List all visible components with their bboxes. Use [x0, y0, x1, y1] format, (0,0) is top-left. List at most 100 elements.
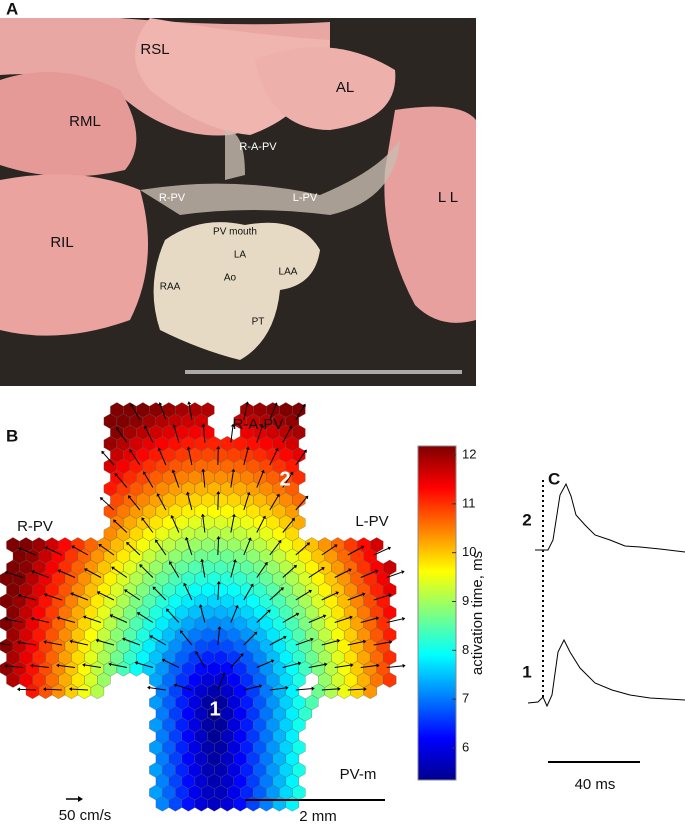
conduction-vector: [130, 451, 141, 466]
map-label: PV-m: [340, 766, 377, 783]
conduction-vector: [170, 563, 180, 578]
conduction-vector-head: [69, 639, 73, 644]
conduction-vector: [295, 497, 307, 511]
photo-label: RAA: [160, 282, 181, 293]
conduction-vector: [164, 659, 180, 668]
conduction-vector-head: [201, 468, 206, 472]
conduction-vector-head: [274, 447, 279, 452]
conduction-vector: [33, 571, 50, 578]
conduction-vector: [20, 641, 37, 646]
conduction-vector-head: [335, 591, 339, 596]
conduction-vector: [217, 629, 220, 646]
conduction-vector-head: [171, 469, 176, 474]
conduction-vector-head: [234, 604, 239, 609]
conduction-vector: [71, 688, 88, 691]
conduction-vector: [243, 449, 249, 466]
conduction-vector-head: [161, 658, 166, 663]
conduction-vector-head: [71, 545, 75, 549]
conduction-vector-head: [43, 640, 47, 645]
conduction-vector: [173, 472, 180, 488]
conduction-vector-head: [216, 491, 221, 495]
conduction-vector: [60, 570, 76, 578]
conduction-vector-head: [201, 423, 206, 427]
conduction-vector-head: [185, 536, 189, 541]
conduction-vector: [243, 539, 251, 556]
conduction-vector-head: [322, 614, 327, 619]
conduction-vector: [321, 640, 338, 646]
conduction-vector: [347, 688, 364, 691]
conduction-vector-head: [139, 564, 143, 568]
conduction-vector: [157, 495, 167, 511]
conduction-vector-head: [136, 612, 141, 616]
conduction-vector: [217, 538, 219, 556]
conduction-vector: [373, 641, 390, 646]
conduction-vector: [282, 428, 291, 443]
conduction-vector: [373, 594, 390, 601]
photo-label: L-PV: [293, 192, 318, 204]
conduction-vector-head: [96, 591, 101, 595]
conduction-vector: [347, 641, 364, 646]
conduction-vector-head: [17, 640, 21, 645]
photo-label: RSL: [140, 41, 169, 58]
conduction-vector: [173, 426, 180, 443]
conduction-vector: [217, 674, 225, 691]
conduction-vector-head: [187, 401, 192, 405]
conduction-vector-head: [156, 493, 161, 497]
conduction-vector-head: [247, 537, 252, 541]
conduction-vector-head: [283, 635, 287, 640]
conduction-vector-head: [246, 491, 251, 496]
conduction-vector-head: [4, 617, 8, 622]
conduction-vector: [111, 663, 128, 668]
photo-label: LAA: [279, 267, 298, 278]
photo-label: Ao: [224, 273, 237, 284]
trace-label: 1: [522, 662, 531, 681]
conduction-vector-head: [129, 449, 133, 453]
conduction-vector: [139, 613, 154, 623]
conduction-vector: [59, 617, 76, 623]
conduction-vector: [86, 569, 102, 578]
conduction-vector-head: [360, 545, 365, 550]
conduction-vector: [72, 641, 89, 646]
conduction-vector-head: [324, 662, 328, 667]
conduction-vector-head: [401, 616, 406, 621]
conduction-vector-head: [183, 582, 187, 587]
conduction-vector: [386, 665, 403, 668]
conduction-vector-head: [350, 663, 354, 668]
conduction-vector-head: [70, 592, 74, 597]
conduction-vector: [269, 450, 278, 466]
conduction-vector: [186, 539, 193, 556]
conduction-vector-head: [82, 615, 87, 620]
conduction-vector-head: [4, 664, 8, 669]
conduction-vector-head: [43, 593, 48, 597]
conduction-vector: [142, 519, 154, 533]
conduction-vector-head: [258, 684, 263, 689]
photo-label: LA: [234, 250, 247, 261]
conduction-vector: [243, 633, 256, 646]
conduction-vector-head: [95, 638, 100, 643]
conduction-vector-head: [216, 446, 221, 450]
conduction-vector: [85, 664, 102, 668]
conduction-vector-head: [302, 403, 306, 408]
conduction-vector-head: [216, 581, 221, 585]
conduction-vector-head: [42, 687, 47, 692]
conduction-vector-head: [134, 661, 139, 666]
photo-label: RIL: [50, 234, 73, 251]
conduction-vector-head: [295, 612, 300, 617]
conduction-vector: [196, 653, 206, 668]
conduction-vector: [230, 561, 236, 578]
conduction-vector-head: [388, 593, 392, 598]
conduction-vector-head: [293, 564, 297, 569]
conduction-vector-head: [179, 630, 184, 634]
conduction-vector: [360, 665, 377, 668]
conduction-vector: [295, 591, 310, 601]
conduction-vector: [7, 572, 24, 578]
conduction-vector: [256, 660, 272, 668]
conduction-vector-head: [200, 513, 205, 517]
conduction-vector: [269, 588, 282, 601]
conduction-vector: [101, 498, 115, 511]
photo-label: R-PV: [159, 192, 186, 204]
conduction-vector-head: [158, 402, 163, 406]
conduction-vector-head: [4, 570, 9, 575]
conduction-vector: [269, 404, 277, 421]
conduction-vector: [187, 494, 193, 511]
